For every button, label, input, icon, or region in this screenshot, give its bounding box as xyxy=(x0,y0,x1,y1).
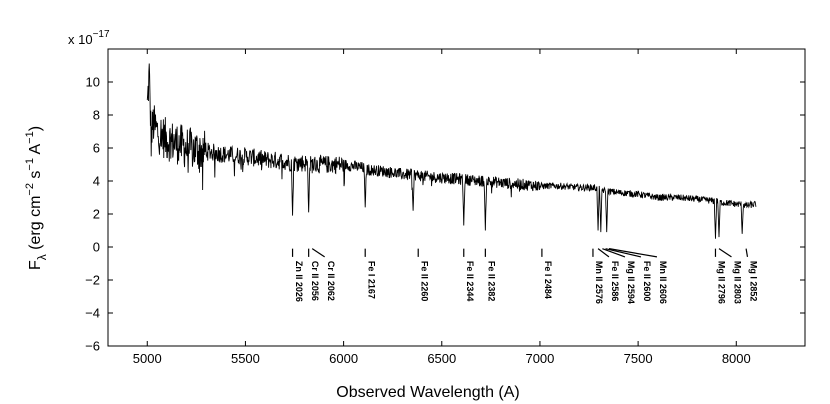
x-tick-label: 7000 xyxy=(525,351,554,366)
line-id-label: Zn II 2026 xyxy=(294,261,304,302)
line-id-label: Fe I 2484 xyxy=(543,261,553,299)
line-id-marker xyxy=(597,248,610,258)
line-id-marker xyxy=(311,248,325,258)
y-tick-label: 0 xyxy=(93,240,100,255)
line-id-label: Mg I 2852 xyxy=(749,261,759,302)
line-id-label: Cr II 2062 xyxy=(326,261,336,301)
line-id-marker xyxy=(608,248,658,258)
line-id-label: Mn II 2606 xyxy=(658,261,668,304)
line-id-label: Mg II 2594 xyxy=(626,261,636,304)
x-tick-label: 5000 xyxy=(133,351,162,366)
line-id-label: Fe II 2382 xyxy=(487,261,497,302)
y-axis-title-open: (erg cm xyxy=(27,196,44,255)
y-axis-title-close: ) xyxy=(27,126,44,131)
y-axis-title-lambda: λ xyxy=(35,254,49,260)
line-id-marker xyxy=(602,248,626,258)
y-multiplier-base: x 10 xyxy=(68,32,93,47)
line-id-label: Fe II 2600 xyxy=(642,261,652,302)
line-id-marker xyxy=(718,248,732,258)
line-id-marker xyxy=(605,248,642,258)
line-id-label: Mn II 2576 xyxy=(594,261,604,304)
y-tick-label: −2 xyxy=(85,273,100,288)
x-tick-label: 6000 xyxy=(329,351,358,366)
y-tick-label: 8 xyxy=(93,108,100,123)
x-axis-ticks: 5000 5500 6000 6500 7000 7500 8000 xyxy=(133,49,751,366)
y-axis-title-exp2: −1 xyxy=(24,158,36,171)
y-axis-title-f: F xyxy=(27,260,44,270)
x-tick-label: 7500 xyxy=(624,351,653,366)
line-id-label: Fe II 2344 xyxy=(465,261,475,302)
line-id-label: Fe II 2586 xyxy=(610,261,620,302)
x-axis-title: Observed Wavelength (A) xyxy=(336,384,519,401)
line-id-label: Mg II 2803 xyxy=(733,261,743,304)
line-id-label: Fe I 2167 xyxy=(366,261,376,299)
y-tick-label: 2 xyxy=(93,207,100,222)
x-tick-label: 8000 xyxy=(722,351,751,366)
x-tick-label: 5500 xyxy=(231,351,260,366)
y-axis-title-mid2: A xyxy=(27,143,44,158)
line-id-label: Fe II 2260 xyxy=(419,261,429,302)
y-multiplier-exponent: −17 xyxy=(93,29,110,40)
y-axis-title: Fλ (erg cm−2 s−1 A−1) xyxy=(24,126,49,270)
y-axis-ticks: −6 −4 −2 0 2 4 6 8 10 xyxy=(85,75,805,354)
line-id-label: Mg II 2796 xyxy=(717,261,727,304)
spectrum-line xyxy=(146,63,757,239)
y-axis-title-mid1: s xyxy=(27,171,44,183)
y-tick-label: −6 xyxy=(85,339,100,354)
y-tick-label: 6 xyxy=(93,141,100,156)
y-multiplier: x 10−17 xyxy=(68,29,110,47)
x-tick-label: 6500 xyxy=(427,351,456,366)
y-tick-label: 10 xyxy=(86,75,100,90)
y-axis-title-exp3: −1 xyxy=(24,131,36,144)
y-tick-label: 4 xyxy=(93,174,100,189)
y-axis-title-exp1: −2 xyxy=(24,183,36,196)
line-id-markers: Zn II 2026 Cr II 2056 Cr II 2062 Fe I 2167 F… xyxy=(291,248,759,304)
line-id-marker xyxy=(745,248,749,257)
line-id-label: Cr II 2056 xyxy=(310,261,320,301)
y-tick-label: −4 xyxy=(85,306,100,321)
plot-area xyxy=(107,48,806,347)
